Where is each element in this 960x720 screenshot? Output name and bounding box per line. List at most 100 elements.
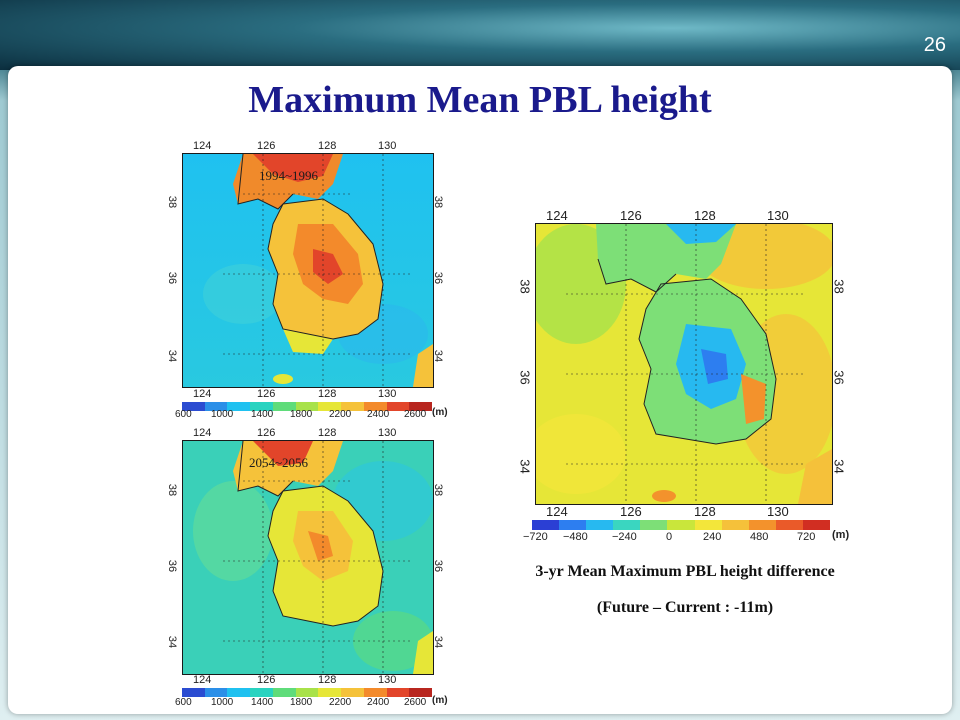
slide-number: 26 [923, 34, 946, 56]
map-future-panel [182, 440, 434, 675]
colorbar [532, 520, 831, 530]
map-future-field [183, 441, 433, 674]
lon-tick: 124 [193, 674, 212, 686]
period-label: 1994~1996 [259, 168, 319, 183]
lat-tick: 36 [432, 559, 445, 573]
lat-tick: 38 [432, 483, 445, 497]
colorbar-swatch [204, 688, 228, 697]
lon-tick: 128 [694, 504, 716, 519]
header-band [0, 0, 960, 70]
colorbar-label: 720 [797, 531, 816, 543]
map-difference-field [536, 224, 832, 504]
lon-tick: 130 [378, 427, 397, 439]
colorbar-label: 1400 [251, 409, 274, 420]
colorbar-label: 2200 [329, 409, 352, 420]
caption-line-2: (Future – Current : -11m) [596, 599, 774, 616]
colorbar-label: −240 [612, 531, 637, 543]
colorbar-swatch [272, 402, 296, 411]
lon-tick: 128 [318, 674, 337, 686]
lat-tick: 38 [166, 483, 179, 497]
colorbar-label: −720 [523, 531, 548, 543]
colorbar-swatch [721, 520, 749, 530]
lat-tick: 34 [166, 635, 179, 649]
lat-tick: 36 [166, 271, 179, 285]
colorbar-label: 1400 [251, 697, 274, 708]
colorbar-swatch [559, 520, 587, 530]
lon-tick: 124 [546, 504, 568, 519]
colorbar-swatch [409, 402, 433, 411]
caption-line-1: 3-yr Mean Maximum PBL height difference [535, 563, 835, 580]
lat-tick: 38 [432, 195, 445, 209]
lon-tick: 128 [318, 388, 337, 400]
lon-tick: 126 [257, 388, 276, 400]
colorbar-unit: (m) [432, 407, 448, 418]
lat-tick: 36 [831, 370, 847, 385]
colorbar-label: 2400 [367, 697, 390, 708]
lon-tick: 130 [378, 140, 397, 152]
colorbar-label: 2200 [329, 697, 352, 708]
colorbar-swatch [586, 520, 614, 530]
lon-tick: 130 [767, 208, 789, 223]
colorbar-swatch [250, 402, 273, 411]
colorbar-swatch [227, 402, 251, 411]
colorbar-unit: (m) [432, 695, 448, 706]
lon-tick: 130 [378, 674, 397, 686]
colorbar-swatch [204, 402, 228, 411]
colorbar-swatch [386, 402, 410, 411]
colorbar-swatch [775, 520, 803, 530]
colorbar-label: 2600 [404, 697, 427, 708]
colorbar-swatch [532, 520, 560, 530]
colorbar-swatch [640, 520, 668, 530]
lon-tick: 130 [767, 504, 789, 519]
colorbar-unit: (m) [832, 529, 850, 541]
colorbar-swatch [409, 688, 433, 697]
lat-tick: 34 [432, 349, 445, 363]
lon-tick: 126 [620, 208, 642, 223]
lat-tick: 36 [432, 271, 445, 285]
map-difference-panel [535, 223, 833, 505]
colorbar-swatch [748, 520, 776, 530]
lon-tick: 124 [193, 427, 212, 439]
lon-tick: 126 [257, 674, 276, 686]
lat-tick: 34 [831, 459, 847, 474]
map-current-field [183, 154, 433, 387]
period-label: 2054~2056 [249, 455, 309, 470]
colorbar [182, 688, 433, 697]
colorbar-swatch [613, 520, 641, 530]
lat-tick: 34 [517, 459, 533, 474]
colorbar-swatch [694, 520, 722, 530]
lat-tick: 36 [166, 559, 179, 573]
colorbar-label: −480 [563, 531, 588, 543]
colorbar-swatch [386, 688, 410, 697]
colorbar-swatch [295, 688, 319, 697]
lon-tick: 126 [257, 427, 276, 439]
map-current-panel [182, 153, 434, 388]
lon-tick: 126 [620, 504, 642, 519]
colorbar-label: 0 [666, 531, 673, 543]
lat-tick: 34 [166, 349, 179, 363]
colorbar-swatch [182, 402, 205, 411]
colorbar-label: 1000 [211, 409, 234, 420]
lon-tick: 128 [694, 208, 716, 223]
colorbar-swatch [363, 688, 387, 697]
lat-tick: 38 [831, 279, 847, 294]
lon-tick: 124 [546, 208, 568, 223]
colorbar-label: 2600 [404, 409, 427, 420]
colorbar-swatch [295, 402, 319, 411]
colorbar-swatch [227, 688, 251, 697]
colorbar-label: 600 [175, 697, 192, 708]
colorbar-label: 600 [175, 409, 192, 420]
colorbar-label: 1800 [290, 409, 313, 420]
lon-tick: 126 [257, 140, 276, 152]
colorbar-label: 1800 [290, 697, 313, 708]
lon-tick: 124 [193, 388, 212, 400]
colorbar-swatch [250, 688, 273, 697]
colorbar-swatch [272, 688, 296, 697]
colorbar-swatch [318, 688, 342, 697]
colorbar-label: 2400 [367, 409, 390, 420]
slide-title: Maximum Mean PBL height [248, 79, 712, 121]
colorbar-label: 1000 [211, 697, 234, 708]
colorbar-label: 480 [750, 531, 769, 543]
lat-tick: 36 [517, 370, 533, 385]
colorbar-label: 240 [703, 531, 722, 543]
